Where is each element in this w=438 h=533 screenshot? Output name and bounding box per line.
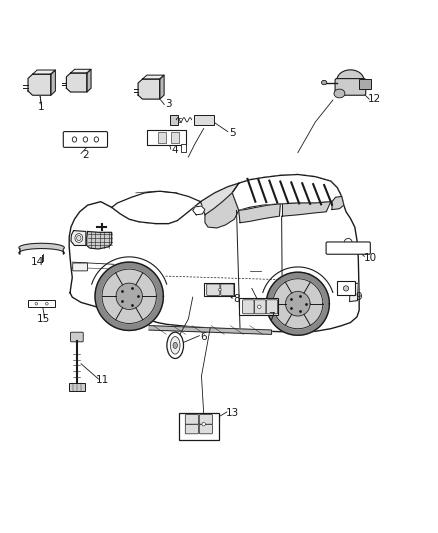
Polygon shape <box>67 73 87 92</box>
Ellipse shape <box>344 238 352 246</box>
Polygon shape <box>149 326 272 334</box>
Text: 15: 15 <box>37 314 50 324</box>
Text: 5: 5 <box>229 128 236 138</box>
Text: 7: 7 <box>268 312 275 322</box>
Polygon shape <box>332 197 344 209</box>
Polygon shape <box>201 183 239 215</box>
Polygon shape <box>283 201 331 216</box>
FancyBboxPatch shape <box>254 300 266 314</box>
Polygon shape <box>51 70 55 95</box>
FancyBboxPatch shape <box>73 263 88 271</box>
FancyBboxPatch shape <box>221 284 234 295</box>
Polygon shape <box>87 69 91 92</box>
Ellipse shape <box>173 342 177 349</box>
Text: 9: 9 <box>356 292 363 302</box>
Bar <box>337 281 355 295</box>
Ellipse shape <box>202 423 205 426</box>
Bar <box>194 115 213 125</box>
FancyBboxPatch shape <box>199 424 212 434</box>
Ellipse shape <box>337 70 364 91</box>
Polygon shape <box>71 231 86 246</box>
Polygon shape <box>116 283 142 310</box>
Polygon shape <box>142 75 164 79</box>
Polygon shape <box>102 269 156 324</box>
FancyBboxPatch shape <box>326 242 370 254</box>
Text: 1: 1 <box>38 102 45 111</box>
Ellipse shape <box>77 236 81 241</box>
Ellipse shape <box>35 302 38 305</box>
Ellipse shape <box>334 89 345 98</box>
Ellipse shape <box>219 288 221 291</box>
Bar <box>171 132 179 143</box>
Bar <box>359 79 371 89</box>
Polygon shape <box>87 231 112 249</box>
Polygon shape <box>266 272 329 335</box>
Polygon shape <box>112 191 201 223</box>
FancyBboxPatch shape <box>71 332 83 342</box>
Bar <box>179 413 219 440</box>
Ellipse shape <box>167 332 184 359</box>
Ellipse shape <box>72 137 77 142</box>
Ellipse shape <box>170 336 180 354</box>
FancyBboxPatch shape <box>185 424 198 434</box>
Ellipse shape <box>83 137 88 142</box>
Polygon shape <box>350 283 358 302</box>
Polygon shape <box>19 243 64 254</box>
Polygon shape <box>69 174 359 332</box>
Polygon shape <box>286 292 310 316</box>
Ellipse shape <box>343 286 349 291</box>
Text: 2: 2 <box>82 150 89 160</box>
Bar <box>69 383 85 391</box>
Bar <box>147 130 186 145</box>
Polygon shape <box>160 75 164 99</box>
Polygon shape <box>71 69 91 73</box>
FancyBboxPatch shape <box>266 300 278 314</box>
Bar <box>170 115 178 125</box>
Polygon shape <box>95 262 163 330</box>
FancyBboxPatch shape <box>207 284 220 295</box>
Bar <box>204 283 234 296</box>
Text: 11: 11 <box>96 375 110 385</box>
Polygon shape <box>232 174 342 211</box>
Ellipse shape <box>258 305 261 309</box>
Bar <box>239 298 278 315</box>
Polygon shape <box>239 204 280 223</box>
Text: 6: 6 <box>200 332 207 342</box>
Text: 8: 8 <box>233 294 240 304</box>
Ellipse shape <box>321 80 327 85</box>
Polygon shape <box>273 279 323 329</box>
FancyBboxPatch shape <box>335 78 366 95</box>
Text: 10: 10 <box>364 253 377 263</box>
FancyBboxPatch shape <box>199 415 212 424</box>
Text: 4: 4 <box>172 146 179 156</box>
Bar <box>28 300 55 307</box>
Text: 12: 12 <box>368 94 381 104</box>
Polygon shape <box>138 79 160 99</box>
FancyBboxPatch shape <box>64 132 108 147</box>
FancyBboxPatch shape <box>243 300 254 314</box>
Bar <box>158 132 166 143</box>
FancyBboxPatch shape <box>185 415 198 424</box>
Ellipse shape <box>46 302 48 305</box>
Polygon shape <box>32 70 55 74</box>
Polygon shape <box>205 193 239 228</box>
Ellipse shape <box>75 233 83 243</box>
Text: 14: 14 <box>31 257 44 267</box>
Bar <box>181 143 186 151</box>
Text: 13: 13 <box>226 408 239 418</box>
Ellipse shape <box>94 137 99 142</box>
Polygon shape <box>193 206 205 215</box>
Polygon shape <box>28 74 51 95</box>
Text: 3: 3 <box>165 100 172 109</box>
